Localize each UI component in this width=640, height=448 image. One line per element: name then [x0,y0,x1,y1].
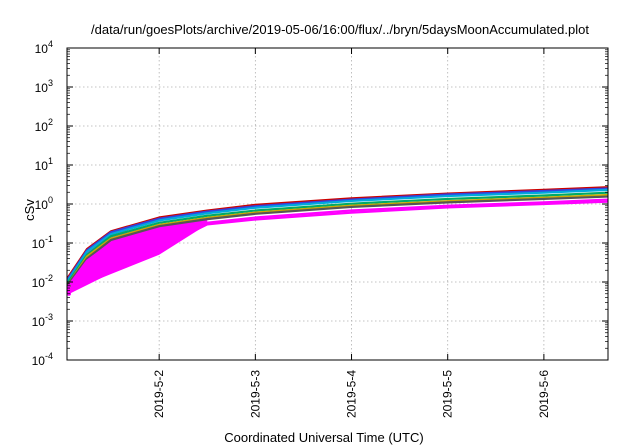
y-axis-label: cSv [22,199,37,221]
y-tick-label: 104 [35,39,53,56]
series-line [67,191,608,285]
series-line [67,200,608,295]
x-tick-label: 2019-5-5 [441,370,455,418]
y-tick-label: 101 [35,156,53,173]
series-line [67,188,608,283]
x-tick-label: 2019-5-2 [152,370,166,418]
x-axis: 2019-5-2 2019-5-3 2019-5-4 2019-5-5 2019-5-6 [152,48,551,418]
x-tick-label: 2019-5-6 [537,370,551,418]
y-tick-label: 103 [35,78,53,95]
series-line [67,193,608,287]
y-tick-label: 102 [35,117,53,134]
chart-title: /data/run/goesPlots/archive/2019-05-06/1… [91,22,589,37]
y-tick-label: 10-1 [32,234,53,251]
series-lines [67,186,608,296]
y-axis: 10-4 10-3 10-2 10-1 100 101 102 103 104 [32,39,608,368]
series-line [67,198,608,289]
series-line [67,195,608,287]
x-axis-label: Coordinated Universal Time (UTC) [224,430,423,445]
x-tick-label: 2019-5-3 [248,370,262,418]
y-tick-label: 10-2 [32,273,53,290]
y-tick-label: 100 [35,195,53,212]
fill-band [67,218,208,294]
x-tick-label: 2019-5-4 [345,370,359,418]
y-tick-label: 10-4 [32,351,53,368]
band-area [67,218,208,294]
series-line [67,187,608,281]
y-tick-label: 10-3 [32,312,53,329]
